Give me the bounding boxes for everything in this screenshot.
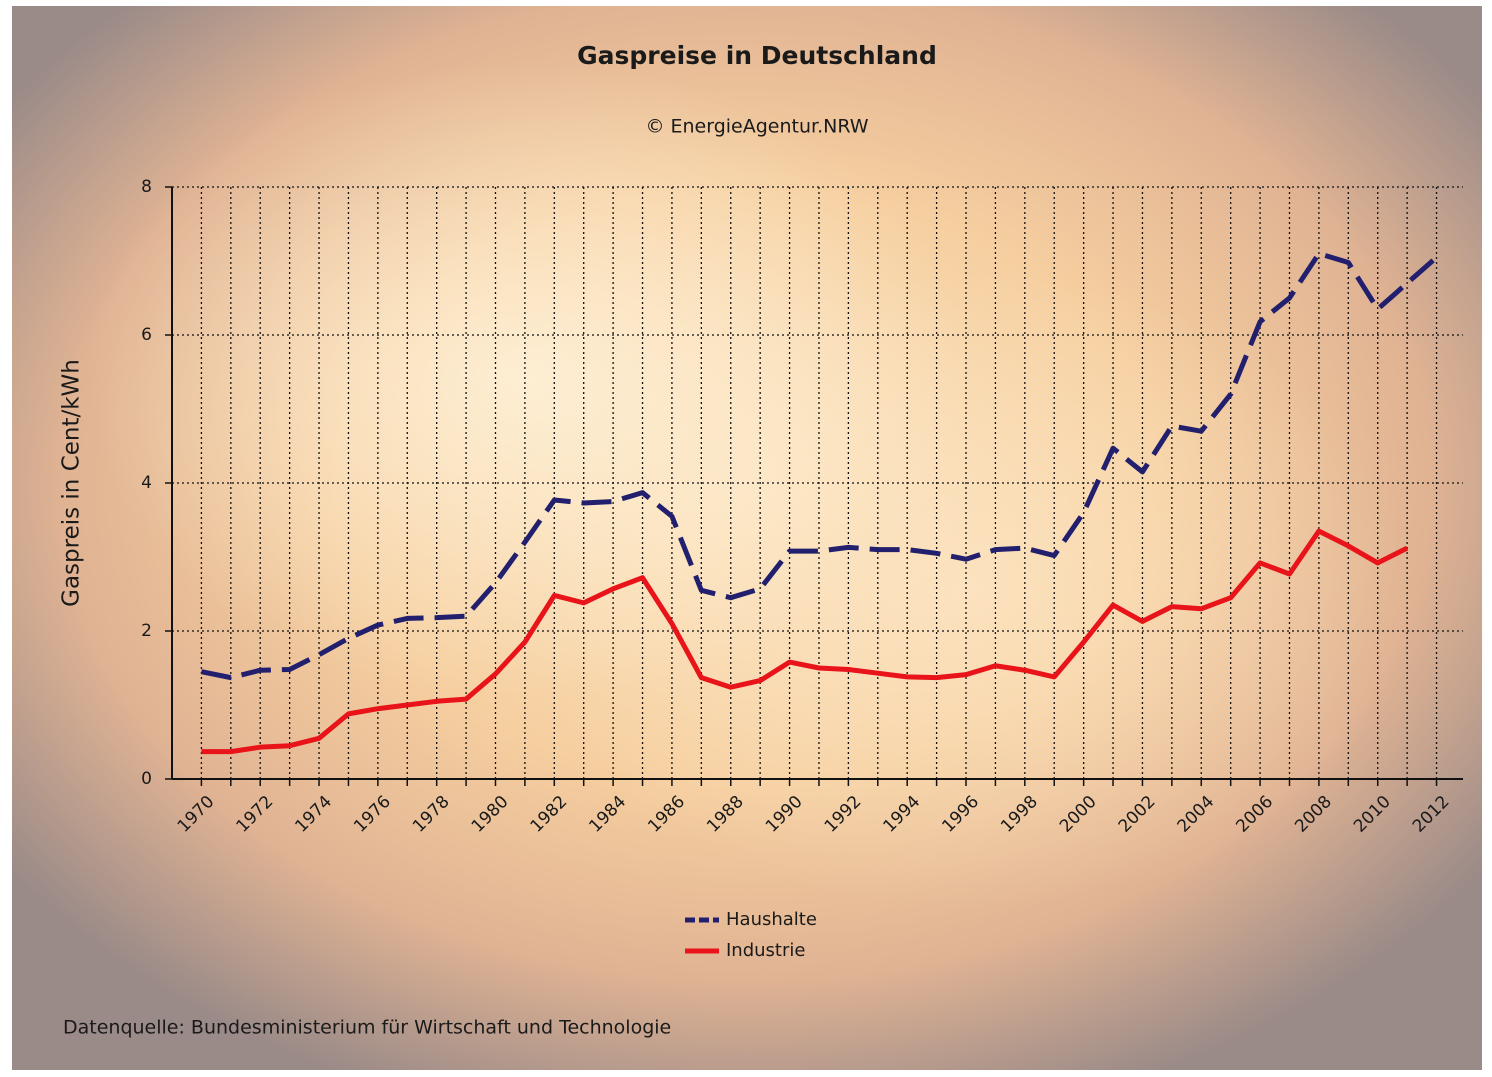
series-line [200,251,1439,681]
y-tick-label: 0 [141,769,152,789]
chart-title: Gaspreise in Deutschland [577,41,937,70]
legend-label: Industrie [726,940,805,961]
series-line [201,528,1409,755]
source-note: Datenquelle: Bundesministerium für Wirts… [63,1017,671,1039]
y-tick-label: 8 [141,177,152,197]
legend-label: Haushalte [726,909,817,930]
y-axis-label: Gaspreis in Cent/kWh [59,359,85,607]
background-glow [12,6,1482,1070]
chart-subtitle: © EnergieAgentur.NRW [645,116,868,138]
y-tick-label: 2 [141,621,152,641]
y-tick-label: 6 [141,325,152,345]
y-tick-label: 4 [141,473,152,493]
